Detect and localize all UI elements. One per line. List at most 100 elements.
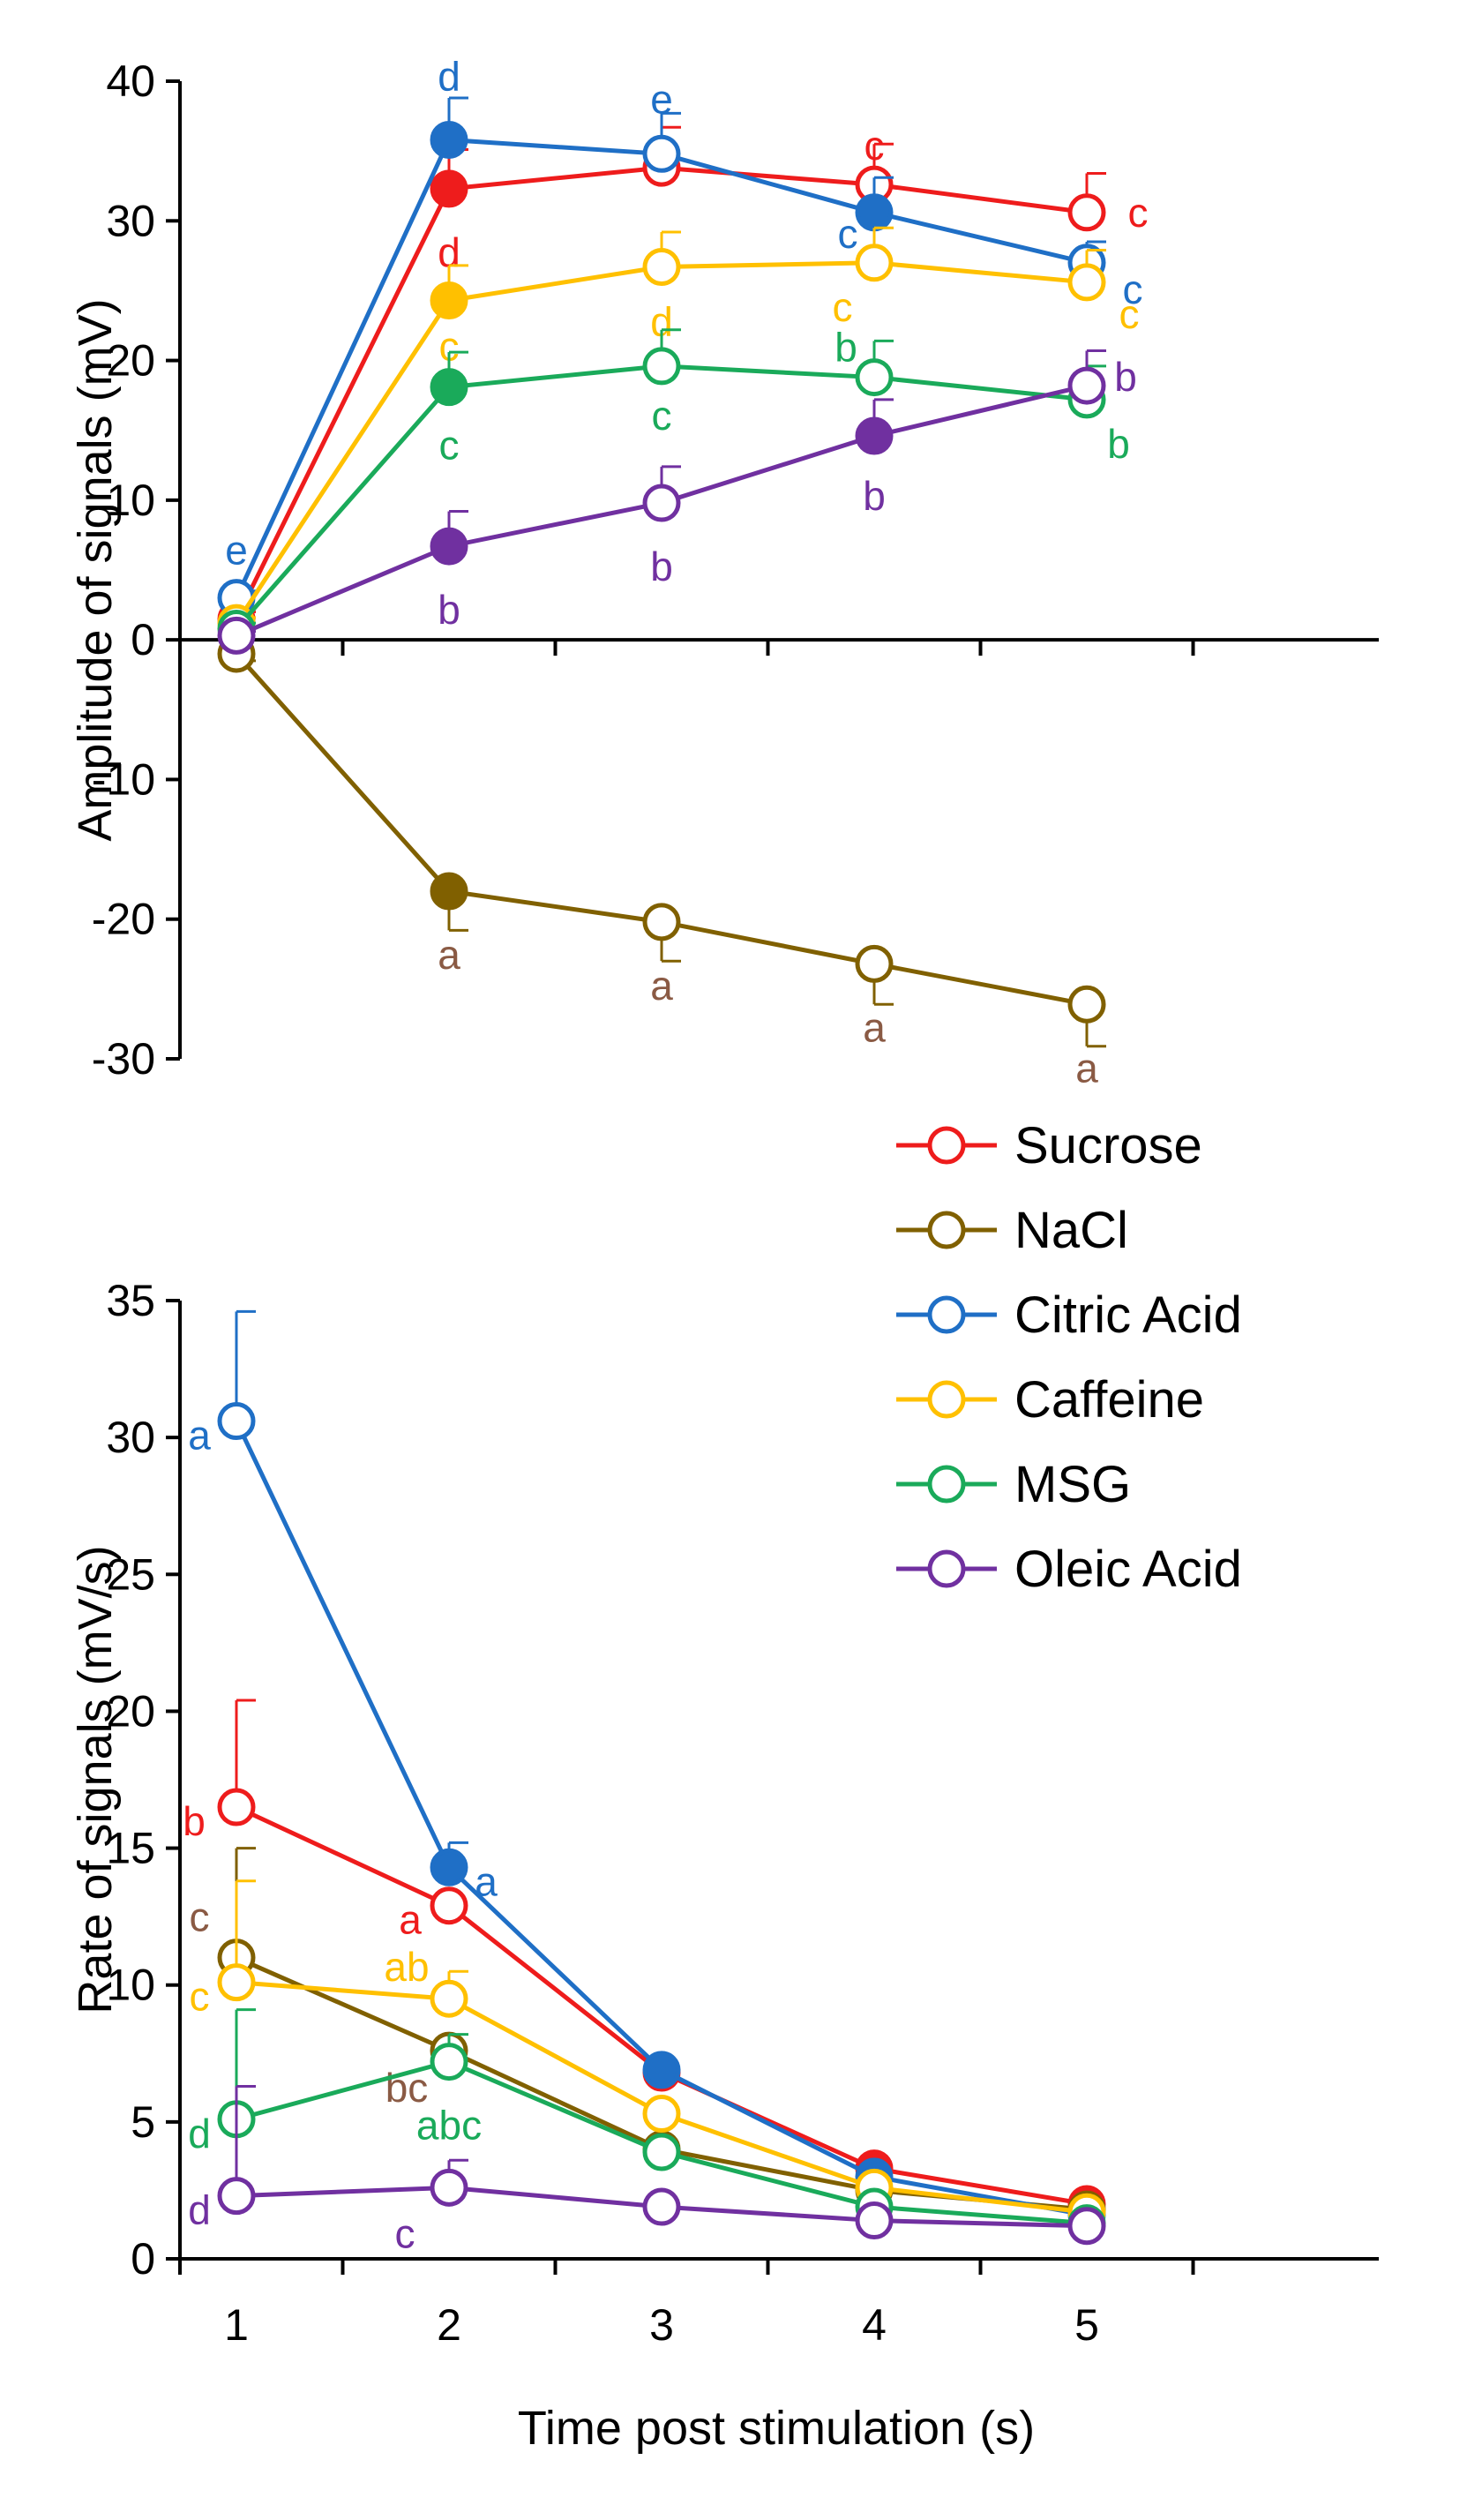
data-point bbox=[217, 2177, 256, 2216]
y-tick-label: 20 bbox=[106, 1686, 155, 1736]
data-point bbox=[642, 484, 681, 522]
legend-item-sucrose: Sucrose bbox=[896, 1117, 1202, 1174]
significance-label: a bbox=[863, 1004, 886, 1050]
series-msg: c c b b bbox=[217, 325, 1130, 648]
data-point bbox=[430, 527, 468, 566]
data-point bbox=[430, 368, 468, 407]
legend-item-caffeine: Caffeine bbox=[896, 1371, 1204, 1429]
series-citric-acid: aa bbox=[188, 1309, 1106, 2234]
legend-item-oleic-acid: Oleic Acid bbox=[896, 1541, 1242, 1598]
legend-item-msg: MSG bbox=[896, 1456, 1131, 1513]
axes: 40 30 20 10 0 -10 -20 -30 Amplitude of signals (… bbox=[69, 56, 1379, 1084]
y-tick-label: 30 bbox=[106, 1413, 155, 1462]
y-tick-label: 15 bbox=[106, 1824, 155, 1873]
data-point bbox=[217, 1963, 256, 2002]
legend-label: Citric Acid bbox=[1014, 1286, 1242, 1344]
data-point bbox=[1067, 193, 1106, 232]
data-point bbox=[430, 120, 468, 159]
series-nacl: a a a a bbox=[217, 634, 1106, 1091]
data-point bbox=[217, 616, 256, 655]
legend-swatch-marker bbox=[927, 1549, 966, 1588]
data-point bbox=[855, 416, 894, 455]
significance-label: c bbox=[1119, 291, 1140, 337]
significance-label: b bbox=[835, 325, 857, 371]
legend-label: MSG bbox=[1014, 1456, 1131, 1513]
legend-label: Sucrose bbox=[1014, 1117, 1202, 1174]
significance-label: d bbox=[188, 2187, 211, 2233]
series-nacl: cbc bbox=[190, 1847, 1106, 2229]
y-tick-label: 35 bbox=[106, 1276, 155, 1325]
legend-swatch-marker bbox=[927, 1465, 966, 1504]
significance-label: a bbox=[188, 1413, 211, 1459]
significance-label: b bbox=[438, 587, 460, 633]
data-point bbox=[855, 358, 894, 397]
y-tick-label: -30 bbox=[92, 1034, 155, 1084]
data-point bbox=[642, 2133, 681, 2171]
data-point bbox=[430, 281, 468, 320]
y-tick-label: 0 bbox=[131, 2234, 155, 2284]
legend-swatch-marker bbox=[927, 1295, 966, 1334]
data-point bbox=[642, 248, 681, 287]
y-tick-label: -10 bbox=[92, 754, 155, 804]
series-oleic-acid: b b b b bbox=[217, 349, 1137, 655]
data-point bbox=[430, 1886, 468, 1925]
x-tick-label: 4 bbox=[862, 2300, 887, 2350]
y-tick-label: 0 bbox=[131, 615, 155, 664]
data-point bbox=[855, 2201, 894, 2240]
y-tick-label: 10 bbox=[106, 1961, 155, 2010]
significance-label: d bbox=[188, 2111, 211, 2156]
x-tick-label: 3 bbox=[649, 2300, 674, 2350]
significance-label: b bbox=[650, 544, 673, 589]
legend-swatch-marker bbox=[927, 1211, 966, 1249]
significance-label: d bbox=[438, 53, 460, 99]
significance-label: b bbox=[863, 473, 886, 519]
legend: Sucrose NaCl Citric Acid Caffeine MSG Oleic A… bbox=[896, 1117, 1242, 1598]
significance-label: e bbox=[650, 76, 673, 122]
data-point bbox=[642, 2095, 681, 2134]
significance-label: c bbox=[864, 123, 885, 169]
data-point bbox=[430, 872, 468, 911]
data-point bbox=[1067, 2207, 1106, 2246]
data-point bbox=[1067, 263, 1106, 302]
y-tick-label: 40 bbox=[106, 56, 155, 106]
y-tick-label: 10 bbox=[106, 476, 155, 525]
x-tick-label: 1 bbox=[224, 2300, 249, 2350]
legend-label: Caffeine bbox=[1014, 1371, 1204, 1429]
significance-label: a bbox=[650, 963, 673, 1009]
legend-swatch-marker bbox=[927, 1126, 966, 1165]
y-tick-label: 25 bbox=[106, 1549, 155, 1599]
significance-label: b bbox=[1107, 421, 1130, 467]
data-point bbox=[430, 2043, 468, 2081]
data-point bbox=[855, 244, 894, 282]
data-point bbox=[642, 347, 681, 386]
series-caffeine: cd c c bbox=[217, 226, 1140, 642]
significance-label: c bbox=[838, 211, 858, 257]
data-point bbox=[430, 1979, 468, 2018]
legend-item-nacl: NaCl bbox=[896, 1202, 1128, 1259]
significance-label: c bbox=[439, 423, 460, 469]
significance-label: abc bbox=[416, 2103, 482, 2149]
legend-label: Oleic Acid bbox=[1014, 1541, 1242, 1598]
legend-item-citric-acid: Citric Acid bbox=[896, 1286, 1242, 1344]
significance-label: a bbox=[438, 932, 460, 978]
significance-label: b bbox=[183, 1798, 206, 1844]
significance-label: c bbox=[190, 1894, 210, 1940]
significance-label: c bbox=[395, 2210, 415, 2256]
significance-label: a bbox=[475, 1858, 498, 1904]
significance-label: c bbox=[190, 1974, 210, 2020]
series-citric-acid: ed ecc bbox=[217, 53, 1143, 618]
y-axis-label: Amplitude of signals (mV) bbox=[69, 298, 122, 841]
axes: 35 30 25 20 15 10 5 0 1 2 3 4 5 Rate of signals (mV/s… bbox=[69, 1276, 1379, 2455]
significance-label: a bbox=[399, 1897, 422, 1943]
data-point bbox=[855, 193, 894, 232]
significance-label: c bbox=[1123, 266, 1143, 312]
data-point bbox=[642, 903, 681, 941]
data-point bbox=[642, 134, 681, 173]
significance-label: c bbox=[1128, 190, 1149, 236]
x-tick-label: 5 bbox=[1074, 2300, 1099, 2350]
y-tick-label: 5 bbox=[131, 2097, 155, 2147]
y-tick-label: -20 bbox=[92, 895, 155, 944]
data-point bbox=[642, 2187, 681, 2226]
